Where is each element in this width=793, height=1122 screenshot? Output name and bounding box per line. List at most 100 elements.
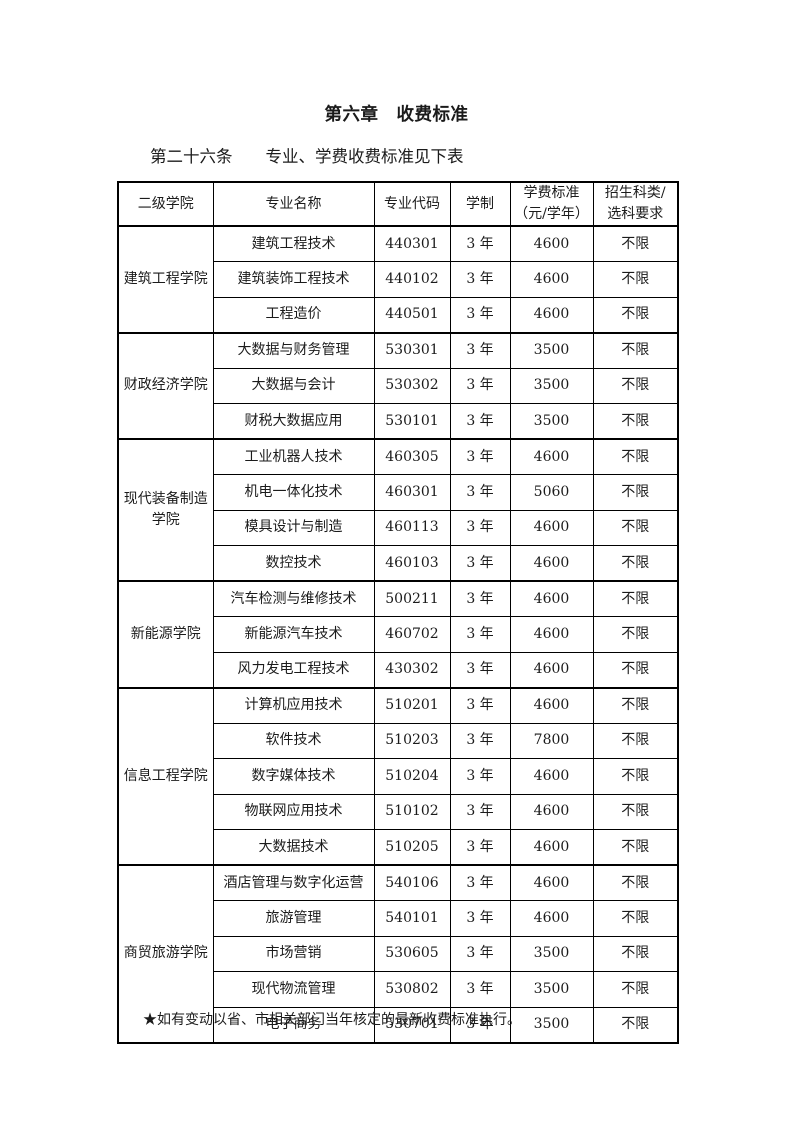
- major-name-cell: 物联网应用技术: [212, 793, 375, 830]
- table-row: 信息工程学院 计算机应用技术 510201 3 年 4600 不限: [117, 686, 679, 866]
- table-row: 大数据与会计 530302 3 年 3500 不限: [118, 367, 679, 404]
- table-row: 财政经济学院 大数据与财务管理 530301 3 年 3500 不限: [117, 331, 679, 440]
- duration-cell: 3 年: [449, 403, 511, 440]
- major-name-cell: 建筑工程技术: [212, 225, 375, 262]
- major-code-cell: 530605: [373, 935, 451, 972]
- table-row: 旅游管理 540101 3 年 4600 不限: [118, 900, 679, 937]
- fee-cell: 3500: [509, 367, 594, 404]
- subject-requirement-cell: 不限: [592, 829, 679, 866]
- header-major-name: 专业名称: [212, 181, 375, 227]
- table-row: 财税大数据应用 530101 3 年 3500 不限: [118, 403, 679, 440]
- college-cell: 商贸旅游学院: [117, 864, 214, 1043]
- duration-cell: 3 年: [449, 829, 511, 866]
- major-name-cell: 风力发电工程技术: [212, 651, 375, 688]
- major-name-cell: 工程造价: [212, 296, 375, 333]
- major-name-cell: 新能源汽车技术: [212, 616, 375, 653]
- college-cell: 财政经济学院: [117, 331, 214, 440]
- major-code-cell: 530101: [373, 403, 451, 440]
- fee-cell: 3500: [509, 1006, 594, 1043]
- major-code-cell: 530802: [373, 971, 451, 1008]
- duration-cell: 3 年: [449, 900, 511, 937]
- table-row: 商贸旅游学院 酒店管理与数字化运营 540106 3 年 4600 不限: [117, 864, 679, 1043]
- major-name-cell: 计算机应用技术: [212, 686, 375, 724]
- major-name-cell: 大数据与财务管理: [212, 331, 375, 369]
- fee-cell: 4600: [509, 261, 594, 298]
- table-row: 大数据技术 510205 3 年 4600 不限: [118, 829, 679, 866]
- table-row: 数控技术 460103 3 年 4600 不限: [118, 545, 679, 582]
- fee-cell: 4600: [509, 616, 594, 653]
- major-code-cell: 540101: [373, 900, 451, 937]
- major-code-cell: 460301: [373, 474, 451, 511]
- fee-cell: 4600: [509, 758, 594, 795]
- major-name-cell: 模具设计与制造: [212, 509, 375, 546]
- duration-cell: 3 年: [449, 971, 511, 1008]
- subject-requirement-cell: 不限: [592, 1006, 679, 1043]
- fee-cell: 4600: [509, 296, 594, 333]
- subject-requirement-cell: 不限: [592, 367, 679, 404]
- table-body: 建筑工程学院 建筑工程技术 440301 3 年 4600 不限 建筑装饰工程技术 44010…: [117, 225, 679, 1043]
- table-row: 工程造价 440501 3 年 4600 不限: [118, 296, 679, 333]
- fee-cell: 3500: [509, 935, 594, 972]
- fee-cell: 4600: [509, 509, 594, 546]
- duration-cell: 3 年: [449, 580, 511, 617]
- table-row: 风力发电工程技术 430302 3 年 4600 不限: [118, 651, 679, 688]
- major-code-cell: 510205: [373, 829, 451, 866]
- major-name-cell: 旅游管理: [212, 900, 375, 937]
- duration-cell: 3 年: [449, 438, 511, 475]
- major-name-cell: 汽车检测与维修技术: [212, 580, 375, 617]
- duration-cell: 3 年: [449, 509, 511, 546]
- major-name-cell: 工业机器人技术: [212, 438, 375, 475]
- major-code-cell: 440501: [373, 296, 451, 333]
- major-name-cell: 现代物流管理: [212, 971, 375, 1008]
- major-code-cell: 510201: [373, 686, 451, 724]
- major-code-cell: 500211: [373, 580, 451, 617]
- major-code-cell: 460103: [373, 545, 451, 582]
- duration-cell: 3 年: [449, 651, 511, 688]
- college-cell: 信息工程学院: [117, 686, 214, 866]
- duration-cell: 3 年: [449, 331, 511, 369]
- major-name-cell: 酒店管理与数字化运营: [212, 864, 375, 901]
- major-name-cell: 财税大数据应用: [212, 403, 375, 440]
- major-name-cell: 数控技术: [212, 545, 375, 582]
- duration-cell: 3 年: [449, 367, 511, 404]
- fee-cell: 4600: [509, 545, 594, 582]
- subject-requirement-cell: 不限: [592, 403, 679, 440]
- table-row: 数字媒体技术 510204 3 年 4600 不限: [118, 758, 679, 795]
- subject-requirement-cell: 不限: [592, 935, 679, 972]
- fee-cell: 4600: [509, 829, 594, 866]
- duration-cell: 3 年: [449, 225, 511, 262]
- major-code-cell: 510204: [373, 758, 451, 795]
- fee-cell: 4600: [509, 900, 594, 937]
- subject-requirement-cell: 不限: [592, 225, 679, 262]
- fee-cell: 3500: [509, 403, 594, 440]
- footnote: ★如有变动以省、市相关部门当年核定的最新收费标准执行。: [143, 1012, 521, 1028]
- header-fee-standard: 学费标准 （元/学年）: [509, 181, 594, 227]
- fee-cell: 4600: [509, 864, 594, 901]
- table-row: 建筑工程学院 建筑工程技术 440301 3 年 4600 不限: [117, 225, 679, 333]
- subject-requirement-cell: 不限: [592, 793, 679, 830]
- major-code-cell: 440102: [373, 261, 451, 298]
- header-major-code: 专业代码: [373, 181, 451, 227]
- major-name-cell: 市场营销: [212, 935, 375, 972]
- major-code-cell: 530301: [373, 331, 451, 369]
- fee-cell: 4600: [509, 686, 594, 724]
- major-code-cell: 460702: [373, 616, 451, 653]
- subject-requirement-cell: 不限: [592, 261, 679, 298]
- fee-cell: 4600: [509, 651, 594, 688]
- duration-cell: 3 年: [449, 296, 511, 333]
- subject-requirement-cell: 不限: [592, 864, 679, 901]
- major-name-cell: 大数据技术: [212, 829, 375, 866]
- subject-requirement-cell: 不限: [592, 900, 679, 937]
- major-name-cell: 大数据与会计: [212, 367, 375, 404]
- duration-cell: 3 年: [449, 686, 511, 724]
- tuition-fee-table: 二级学院 专业名称 专业代码 学制 学费标准 （元/学年） 招生科类/ 选科要求…: [117, 181, 679, 1044]
- college-cell: 建筑工程学院: [117, 225, 214, 333]
- table-header: 二级学院 专业名称 专业代码 学制 学费标准 （元/学年） 招生科类/ 选科要求: [117, 181, 679, 227]
- subject-requirement-cell: 不限: [592, 509, 679, 546]
- fee-cell: 3500: [509, 971, 594, 1008]
- fee-cell: 5060: [509, 474, 594, 511]
- duration-cell: 3 年: [449, 1006, 511, 1043]
- subject-requirement-cell: 不限: [592, 545, 679, 582]
- table-row: 电子商务 530701 3 年 3500 不限: [118, 1006, 679, 1043]
- subject-requirement-cell: 不限: [592, 296, 679, 333]
